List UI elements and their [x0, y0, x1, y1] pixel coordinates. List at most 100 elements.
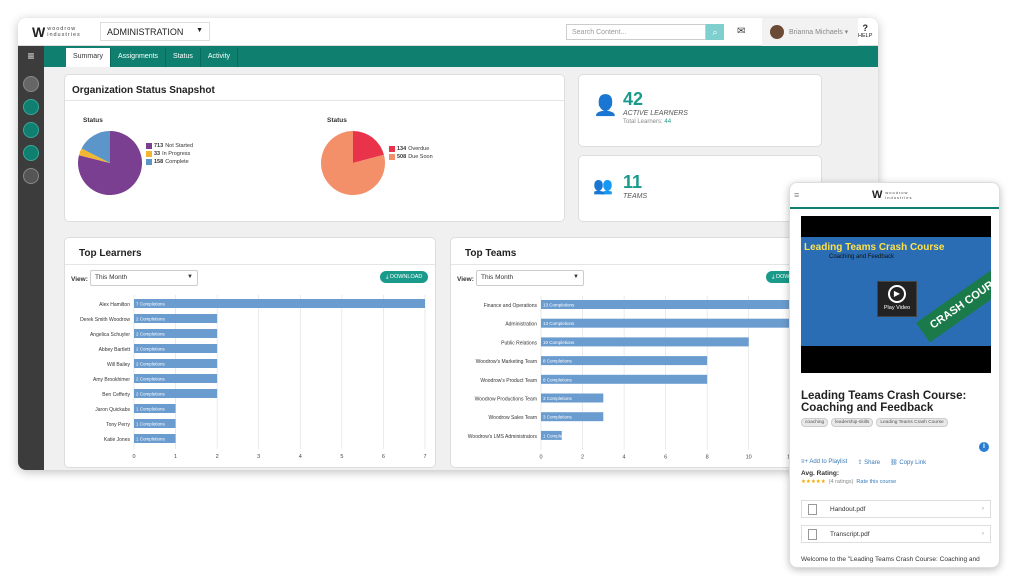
pie-chart-due [321, 131, 385, 195]
tag[interactable]: leadership-skills [831, 418, 874, 427]
top-teams-card: Top Teams View: This Month▼ ⤓ DOWNLOAD 0… [450, 237, 822, 468]
tab-assignments[interactable]: Assignments [111, 48, 167, 67]
add-to-playlist-button[interactable]: ≡+ Add to Playlist [801, 459, 847, 466]
logo-line2: industries [885, 195, 913, 200]
active-learners-card[interactable]: 👤 42 ACTIVE LEARNERS Total Learners: 44 [578, 74, 822, 147]
tag[interactable]: coaching [801, 418, 829, 427]
bar[interactable] [541, 318, 811, 328]
bar[interactable] [541, 393, 604, 403]
bar[interactable] [134, 419, 176, 428]
top-bar: W woodrow industries ADMINISTRATION ▼ Sear… [18, 18, 878, 46]
settings-icon[interactable] [23, 168, 39, 184]
users-icon[interactable] [23, 145, 39, 161]
mobile-logo[interactable]: W woodrow industries [872, 189, 913, 201]
snapshot-title: Organization Status Snapshot [72, 85, 215, 96]
category-label: Katie Jones [104, 437, 131, 443]
bar[interactable] [541, 430, 562, 440]
logo[interactable]: W woodrow industries [32, 24, 81, 40]
course-actions: ≡+ Add to Playlist ⇪ Share ⛓ Copy Link [801, 459, 926, 466]
teams-view-select[interactable]: This Month ▼ [476, 270, 584, 286]
tab-summary[interactable]: Summary [66, 48, 111, 67]
x-tick-label: 2 [216, 454, 219, 460]
category-label: Woodrow Productions Team [475, 397, 537, 403]
rate-course-link[interactable]: Rate this course [856, 479, 897, 485]
info-icon[interactable]: i [979, 442, 989, 452]
x-tick-label: 4 [299, 454, 302, 460]
file-item-transcript[interactable]: Transcript.pdf › [801, 525, 991, 543]
learners-view-select[interactable]: This Month ▼ [90, 270, 198, 286]
legend-value: 508 [397, 154, 407, 160]
bar-data-label: 2 Completions [136, 377, 166, 382]
bar[interactable] [541, 356, 708, 366]
legend-label: Complete [165, 159, 189, 165]
hamburger-icon[interactable]: ≡ [794, 190, 800, 200]
bar[interactable] [134, 389, 218, 398]
tab-bar [18, 46, 878, 67]
category-label: Public Relations [501, 340, 537, 346]
bar-data-label: 7 Completions [136, 302, 166, 307]
bar[interactable] [134, 374, 218, 383]
sidebar [18, 67, 44, 470]
legend-item: 508 Due Soon [389, 153, 433, 161]
section-select[interactable]: ADMINISTRATION ▼ [100, 22, 210, 41]
video-subtitle: Coaching and Feedback [829, 254, 895, 260]
search-icon[interactable]: ⌕ [706, 24, 724, 40]
hamburger-icon[interactable]: ≡ [18, 46, 44, 67]
legend-label: Overdue [408, 146, 430, 152]
share-label: Share [864, 460, 881, 466]
reports-icon[interactable] [23, 122, 39, 138]
category-label: Will Bailey [107, 362, 131, 368]
help-label: HELP [858, 33, 873, 39]
tab-status[interactable]: Status [166, 48, 201, 67]
search-input[interactable]: Search Content... [566, 24, 706, 40]
teams-label: TEAMS [623, 193, 648, 200]
bar[interactable] [134, 359, 218, 368]
play-video-button[interactable]: ▶ Play Video [877, 281, 917, 317]
bar-data-label: 2 Completions [136, 332, 166, 337]
category-label: Angelica Schuyler [90, 332, 130, 338]
help-icon: ? [862, 23, 868, 33]
file-item-handout[interactable]: Handout.pdf › [801, 500, 991, 518]
teams-card[interactable]: 👥 11 TEAMS [578, 155, 822, 222]
help-button[interactable]: ? HELP [858, 23, 872, 39]
video-title: Leading Teams Crash Course [804, 242, 945, 253]
category-label: Alex Hamilton [99, 302, 130, 308]
bar[interactable] [134, 434, 176, 443]
view-label: View: [457, 276, 474, 283]
pie-slice[interactable] [78, 148, 110, 163]
category-label: Finance and Operations [484, 303, 538, 309]
file-icon [808, 529, 817, 540]
pie-chart-progress [78, 131, 142, 195]
copy-link-button[interactable]: ⛓ Copy Link [890, 459, 926, 466]
share-button[interactable]: ⇪ Share [857, 459, 880, 466]
bar[interactable] [134, 314, 218, 323]
bar-data-label: 1 Completions [136, 437, 166, 442]
envelope-icon[interactable]: ✉ [737, 26, 746, 37]
course-title: Leading Teams Crash Course: Coaching and… [801, 390, 967, 414]
tag[interactable]: Leading Teams Crash Course [876, 418, 948, 427]
home-icon[interactable] [23, 76, 39, 92]
category-label: Woodrow's Product Team [480, 378, 537, 384]
learners-download-button[interactable]: ⤓ DOWNLOAD [380, 271, 429, 283]
bar[interactable] [134, 344, 218, 353]
pie-slice[interactable] [353, 131, 384, 163]
x-tick-label: 10 [746, 455, 752, 461]
pie-slice[interactable] [81, 131, 110, 163]
legend-item: 33 In Progress [146, 150, 193, 158]
bar[interactable] [541, 412, 604, 422]
bar[interactable] [541, 374, 708, 384]
bar[interactable] [541, 300, 811, 309]
user-menu[interactable]: Brianna Michaels ▾ [762, 18, 858, 46]
video-player[interactable]: Leading Teams Crash Course Coaching and … [801, 216, 991, 373]
teams-value: 11 [623, 172, 643, 192]
top-learners-title: Top Learners [79, 248, 142, 259]
tab-activity[interactable]: Activity [201, 48, 239, 67]
catalog-icon[interactable] [23, 99, 39, 115]
bar-data-label: 3 Completions [543, 415, 573, 420]
bar[interactable] [134, 299, 425, 308]
bar[interactable] [134, 329, 218, 338]
bar[interactable] [541, 337, 749, 347]
pie-slice[interactable] [321, 131, 385, 195]
bar[interactable] [134, 404, 176, 413]
